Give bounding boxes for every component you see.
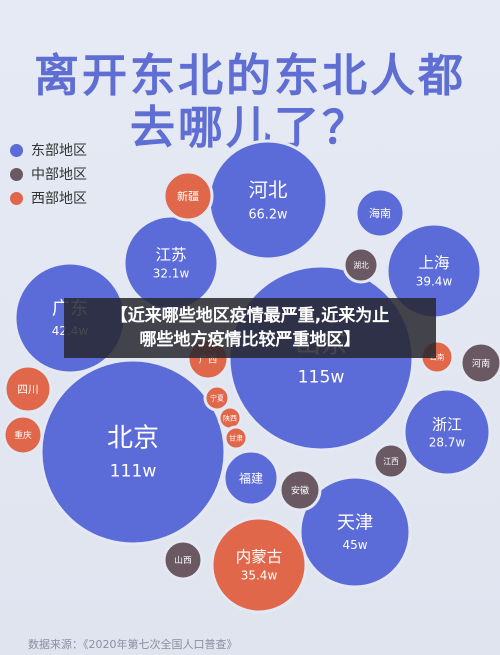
legend-dot-icon xyxy=(10,191,23,205)
caption-line-1: 【近来哪些地区疫情最严重,近来为止 xyxy=(110,306,390,326)
bubble-name-label: 天津 xyxy=(337,513,373,534)
bubble-name-label: 甘肃 xyxy=(229,434,243,443)
legend: 东部地区 中部地区 西部地区 xyxy=(10,138,87,210)
bubble-重庆: 重庆 xyxy=(2,414,44,456)
legend-dot-icon xyxy=(10,167,23,181)
legend-dot-icon xyxy=(10,143,23,157)
bubble-北京: 北京 111w xyxy=(39,358,227,546)
bubble-value-label: 66.2w xyxy=(248,207,287,222)
bubble-name-label: 湖北 xyxy=(353,261,369,270)
legend-label: 西部地区 xyxy=(31,191,87,207)
bubble-name-label: 浙江 xyxy=(432,415,462,433)
legend-item-west: 西部地区 xyxy=(10,186,87,210)
bubble-name-label: 重庆 xyxy=(14,429,32,441)
bubble-江西: 江西 xyxy=(372,442,410,480)
bubble-mark xyxy=(162,170,214,222)
bubble-name-label: 河北 xyxy=(249,178,288,201)
bubble-mark xyxy=(162,539,204,581)
bubble-name-label: 四川 xyxy=(17,384,38,396)
bubble-mark xyxy=(402,387,492,477)
bubble-mark xyxy=(278,468,322,512)
bubble-name-label: 安徽 xyxy=(291,484,309,496)
bubble-name-label: 河南 xyxy=(472,357,490,369)
bubble-name-label: 宁夏 xyxy=(210,394,224,403)
bubble-河南: 河南 xyxy=(459,341,500,385)
bubble-mark xyxy=(222,449,280,507)
legend-label: 中部地区 xyxy=(31,167,87,183)
bubble-name-label: 福建 xyxy=(239,470,263,485)
legend-label: 东部地区 xyxy=(31,143,87,159)
bubble-name-label: 新疆 xyxy=(177,189,199,203)
bubble-name-label: 北京 xyxy=(107,423,159,453)
bubble-mark xyxy=(203,384,231,412)
data-source: 数据来源：《2020年第七次全国人口普查》 xyxy=(28,638,238,651)
bubble-mark xyxy=(354,187,406,239)
bubble-name-label: 江苏 xyxy=(155,246,186,264)
bubble-山东: 山东115w xyxy=(227,264,415,452)
bubble-陕西: 陕西 xyxy=(217,405,243,431)
bubble-mark xyxy=(298,475,412,589)
legend-item-east: 东部地区 xyxy=(10,138,87,162)
bubble-天津: 天津 45w xyxy=(298,475,412,589)
bubble-江苏: 江苏 32.1w xyxy=(122,214,220,312)
bubble-mark xyxy=(223,425,249,451)
bubble-mark xyxy=(459,341,500,385)
bubble-福建: 福建 xyxy=(222,449,280,507)
caption-line-2: 哪些地方疫情比较严重地区】 xyxy=(139,330,361,350)
bubble-新疆: 新疆 xyxy=(162,170,214,222)
bubble-浙江: 浙江 28.7w xyxy=(402,387,492,477)
bubble-name-label: 云南 xyxy=(430,353,445,362)
caption-overlay: 【近来哪些地区疫情最严重,近来为止 哪些地方疫情比较严重地区】 xyxy=(64,298,436,358)
bubble-mark xyxy=(210,516,308,614)
bubble-mark xyxy=(39,358,227,546)
bubble-mark xyxy=(372,442,410,480)
bubble-name-label: 内蒙古 xyxy=(236,548,283,566)
bubble-内蒙古: 内蒙古 35.4w xyxy=(210,516,308,614)
bubble-甘肃: 甘肃 xyxy=(223,425,249,451)
bubble-value-label: 39.4w xyxy=(416,275,453,289)
bubble-山西: 山西 xyxy=(162,539,204,581)
bubble-安徽: 安徽 xyxy=(278,468,322,512)
bubble-mark xyxy=(2,414,44,456)
bubble-四川: 四川 xyxy=(3,364,53,414)
bubble-value-label: 32.1w xyxy=(153,267,190,281)
bubble-name-label: 陕西 xyxy=(223,414,237,423)
bubble-上海: 上海 39.4w xyxy=(385,222,483,320)
bubble-value-label: 28.7w xyxy=(429,435,466,449)
bubble-宁夏: 宁夏 xyxy=(203,384,231,412)
bubble-name-label: 海南 xyxy=(369,206,391,220)
chart-title-line-1: 离开东北的东北人都 xyxy=(33,49,466,102)
bubble-name-label: 山西 xyxy=(174,555,192,566)
bubble-name-label: 江西 xyxy=(383,457,399,466)
bubble-河北: 河北 66.2w xyxy=(207,139,329,261)
legend-item-central: 中部地区 xyxy=(10,162,87,186)
bubble-海南: 海南 xyxy=(354,187,406,239)
bubble-value-label: 115w xyxy=(298,368,345,388)
bubble-value-label: 35.4w xyxy=(241,569,278,583)
bubble-value-label: 45w xyxy=(342,538,367,552)
bubble-name-label: 上海 xyxy=(418,254,449,272)
bubble-mark xyxy=(342,246,380,284)
bubble-湖北: 湖北 xyxy=(342,246,380,284)
bubble-value-label: 111w xyxy=(110,462,157,482)
bubble-mark xyxy=(3,364,53,414)
